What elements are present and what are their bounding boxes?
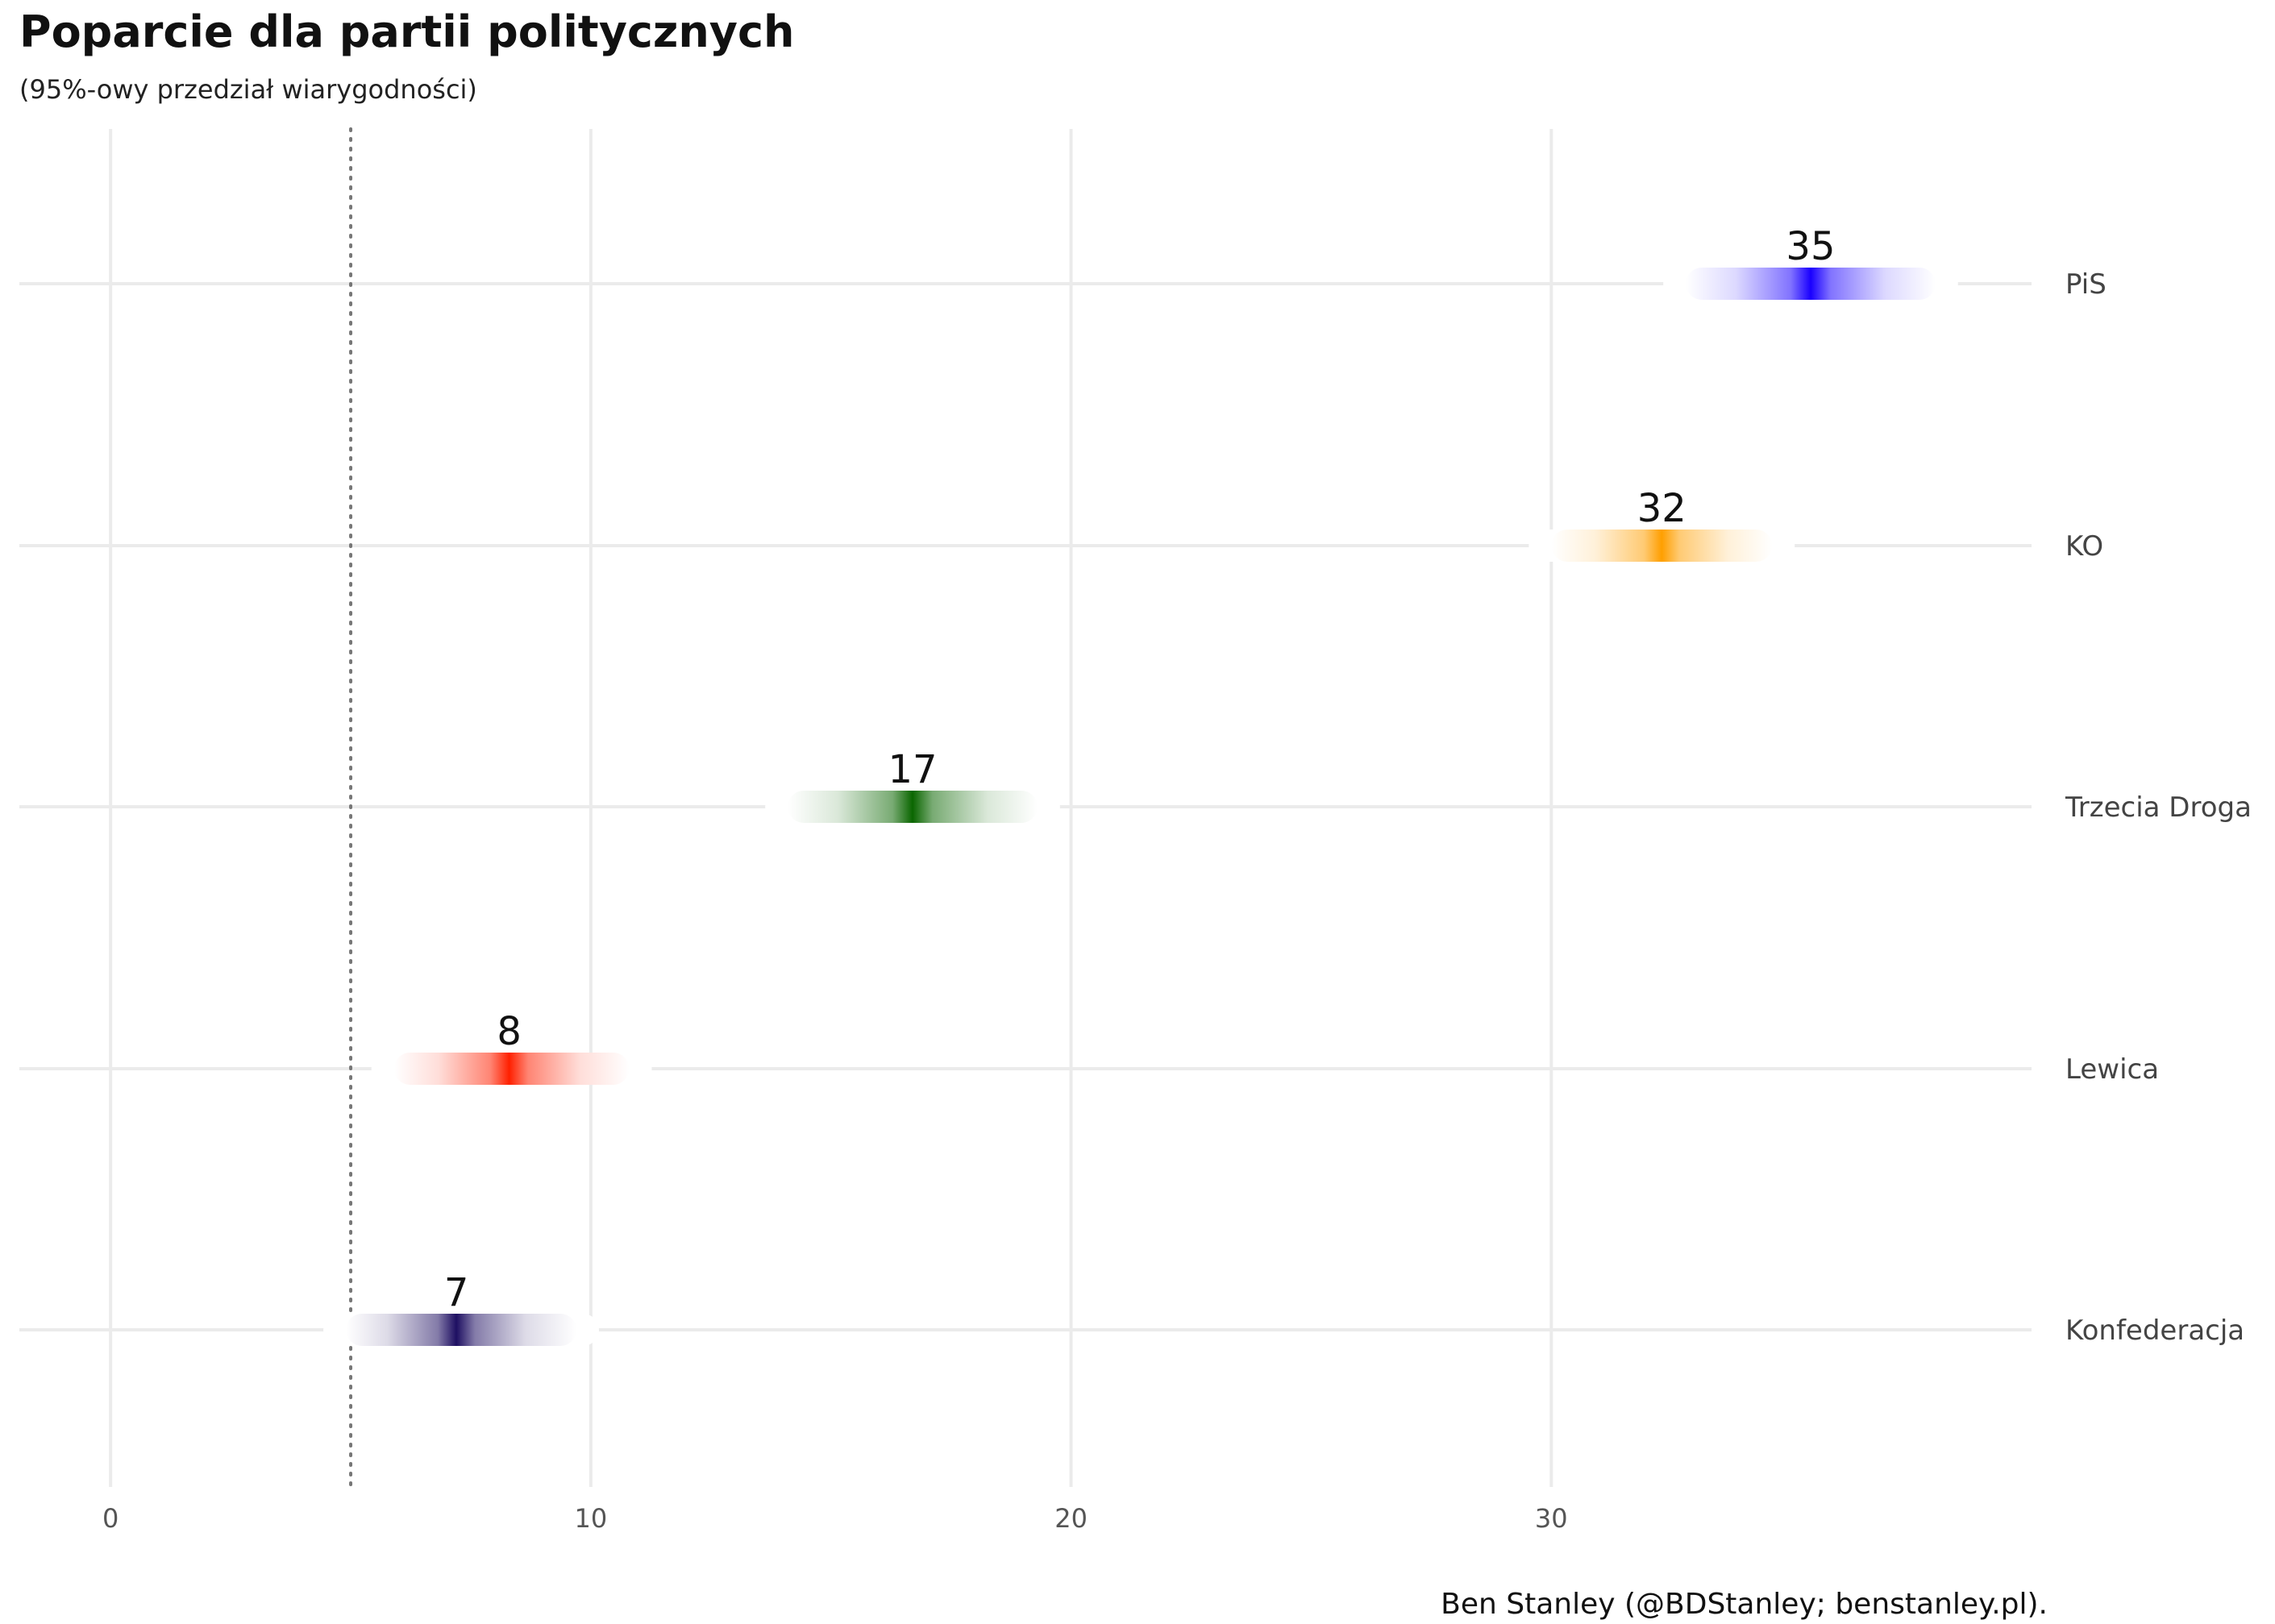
category-label: KO [2065,530,2103,563]
chart-subtitle: (95%-owy przedział wiarygodności) [19,74,477,105]
chart-caption: Ben Stanley (@BDStanley; benstanley.pl). [1441,1588,2048,1621]
x-tick-label: 20 [1054,1503,1088,1534]
x-tick-label: 0 [102,1503,119,1534]
chart-title: Poparcie dla partii politycznych [19,6,795,57]
value-label: 35 [1786,224,1835,269]
value-label: 8 [497,1009,522,1054]
value-labels: 35 32 17 8 7 [444,224,1836,1315]
interval-bar [1686,268,1936,300]
category-label: Trzecia Droga [2065,791,2252,824]
x-tick-label: 10 [575,1503,608,1534]
interval-bar [788,791,1038,823]
category-label: Lewica [2065,1053,2159,1086]
x-tick-label: 30 [1535,1503,1568,1534]
axis-labels: PiS KO Trzecia Droga Lewica Konfederacja 0 10 2… [102,268,2252,1534]
value-label: 17 [888,747,937,792]
value-label: 32 [1637,486,1686,531]
interval-bar [1551,530,1773,562]
interval-bars [323,268,1958,1346]
category-label: PiS [2065,268,2107,301]
category-label: Konfederacja [2065,1315,2244,1347]
interval-bar [393,1053,630,1085]
value-label: 7 [444,1270,469,1315]
interval-bar [346,1314,577,1346]
